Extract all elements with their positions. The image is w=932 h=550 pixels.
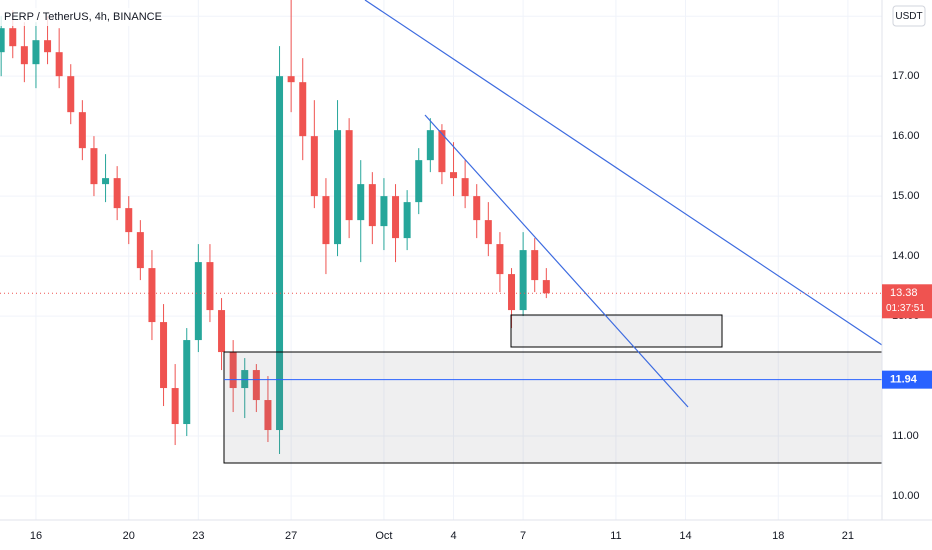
candle-body: [160, 322, 168, 389]
level-badge: [882, 370, 932, 389]
candle-body: [194, 262, 202, 341]
candle-body: [508, 274, 516, 311]
x-tick-label: 27: [285, 530, 297, 542]
title-bg: [0, 8, 140, 26]
x-tick-label: 16: [30, 530, 42, 542]
candle-body: [229, 352, 237, 389]
currency-label[interactable]: USDT: [895, 11, 922, 22]
candle-body: [415, 160, 423, 203]
x-tick-label: 21: [842, 530, 854, 542]
y-tick-label: 10.00: [892, 490, 920, 502]
candle-body: [55, 52, 63, 77]
candle-body: [102, 178, 110, 185]
x-tick-label: 18: [772, 530, 784, 542]
x-tick-label: 11: [610, 530, 621, 542]
countdown-label: 01:37:51: [886, 303, 925, 314]
y-tick-label: 16.00: [892, 130, 920, 142]
candle-body: [252, 370, 260, 401]
candle-body: [183, 340, 191, 425]
last-price-badge: [882, 284, 932, 319]
candle-body: [461, 178, 469, 197]
candle-body: [322, 196, 330, 245]
candle-body: [0, 28, 5, 53]
candle-body: [171, 388, 179, 425]
candle-body: [136, 232, 144, 269]
x-tick-label: 7: [520, 530, 526, 542]
candle-body: [44, 40, 52, 53]
candle-body: [368, 184, 376, 227]
chart-title: PERP / TetherUS, 4h, BINANCE: [4, 11, 162, 23]
trend-line: [424, 114, 689, 408]
candle-body: [78, 112, 86, 149]
level-label: 11.94: [890, 374, 918, 386]
candle-body: [473, 196, 481, 221]
candle-body: [496, 244, 504, 275]
candle-body: [241, 370, 249, 389]
price-axis: [882, 0, 932, 550]
x-tick-label: 4: [450, 530, 456, 542]
candle-body: [380, 196, 388, 227]
candle-body: [450, 172, 458, 179]
candle-body: [90, 148, 98, 185]
x-tick-label: 20: [123, 530, 135, 542]
candle-body: [334, 130, 342, 245]
candle-body: [403, 202, 411, 239]
candle-body: [345, 130, 353, 221]
candle-body: [299, 82, 307, 137]
last-price-label: 13.38: [890, 287, 918, 299]
plot-area: [0, 0, 882, 520]
candle-body: [113, 178, 121, 209]
candle-body: [20, 46, 28, 65]
candle-body: [357, 184, 365, 221]
candle-body: [218, 310, 226, 353]
y-tick-label: 17.00: [892, 70, 920, 82]
x-tick-label: Oct: [375, 530, 392, 542]
currency-button[interactable]: [892, 5, 926, 27]
candle-body: [264, 400, 272, 431]
x-tick-label: 23: [192, 530, 204, 542]
zone-box: [510, 314, 723, 348]
candle-body: [125, 208, 133, 233]
candle-body: [9, 28, 17, 47]
candle-body: [148, 268, 156, 323]
candle-body: [531, 250, 539, 281]
candle-body: [484, 220, 492, 245]
trend-line: [364, 0, 883, 346]
time-axis: [0, 520, 882, 550]
candle-body: [206, 262, 214, 311]
candle-body: [287, 76, 295, 83]
candle-body: [310, 136, 318, 197]
overlay: [0, 292, 882, 381]
y-tick-label: 14.00: [892, 250, 920, 262]
x-tick-label: 14: [679, 530, 691, 542]
candle-body: [67, 76, 75, 113]
candle-body: [276, 76, 284, 431]
candle-body: [438, 130, 446, 173]
candle-body: [392, 196, 400, 239]
y-tick-label: 11.00: [892, 430, 919, 442]
candle-body: [32, 40, 40, 65]
candle-body: [519, 250, 527, 311]
zone-box: [223, 351, 883, 464]
y-tick-label: 15.00: [892, 190, 920, 202]
candle-body: [542, 280, 550, 294]
candle-body: [426, 130, 434, 161]
